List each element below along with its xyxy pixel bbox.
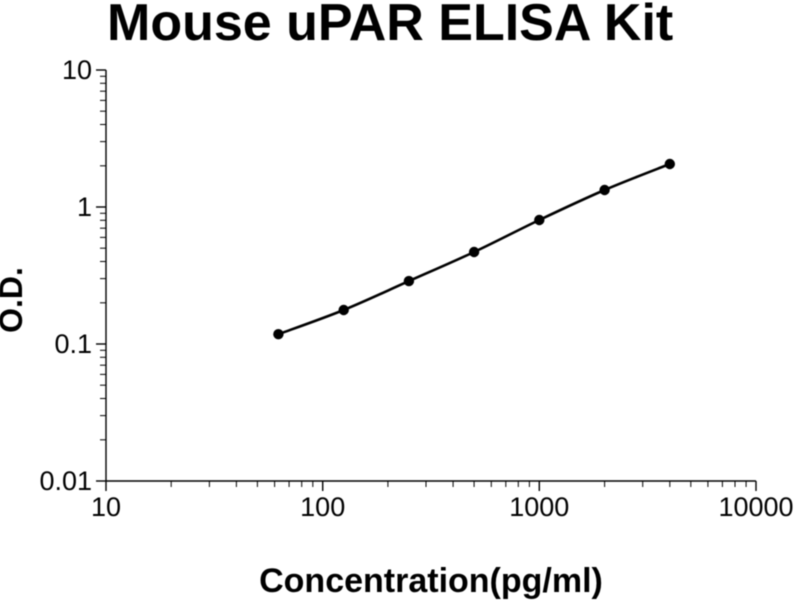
svg-text:0.1: 0.1	[54, 329, 92, 359]
svg-text:Mouse uPAR ELISA Kit: Mouse uPAR ELISA Kit	[107, 0, 673, 52]
svg-text:1: 1	[77, 192, 92, 222]
svg-text:1000: 1000	[509, 492, 569, 522]
svg-text:O.D.: O.D.	[0, 267, 29, 333]
svg-text:0.01: 0.01	[39, 466, 92, 496]
svg-text:Concentration(pg/ml): Concentration(pg/ml)	[259, 562, 603, 600]
svg-text:10: 10	[62, 55, 92, 85]
svg-text:100: 100	[300, 492, 345, 522]
svg-text:10000: 10000	[718, 492, 793, 522]
svg-text:10: 10	[91, 492, 121, 522]
